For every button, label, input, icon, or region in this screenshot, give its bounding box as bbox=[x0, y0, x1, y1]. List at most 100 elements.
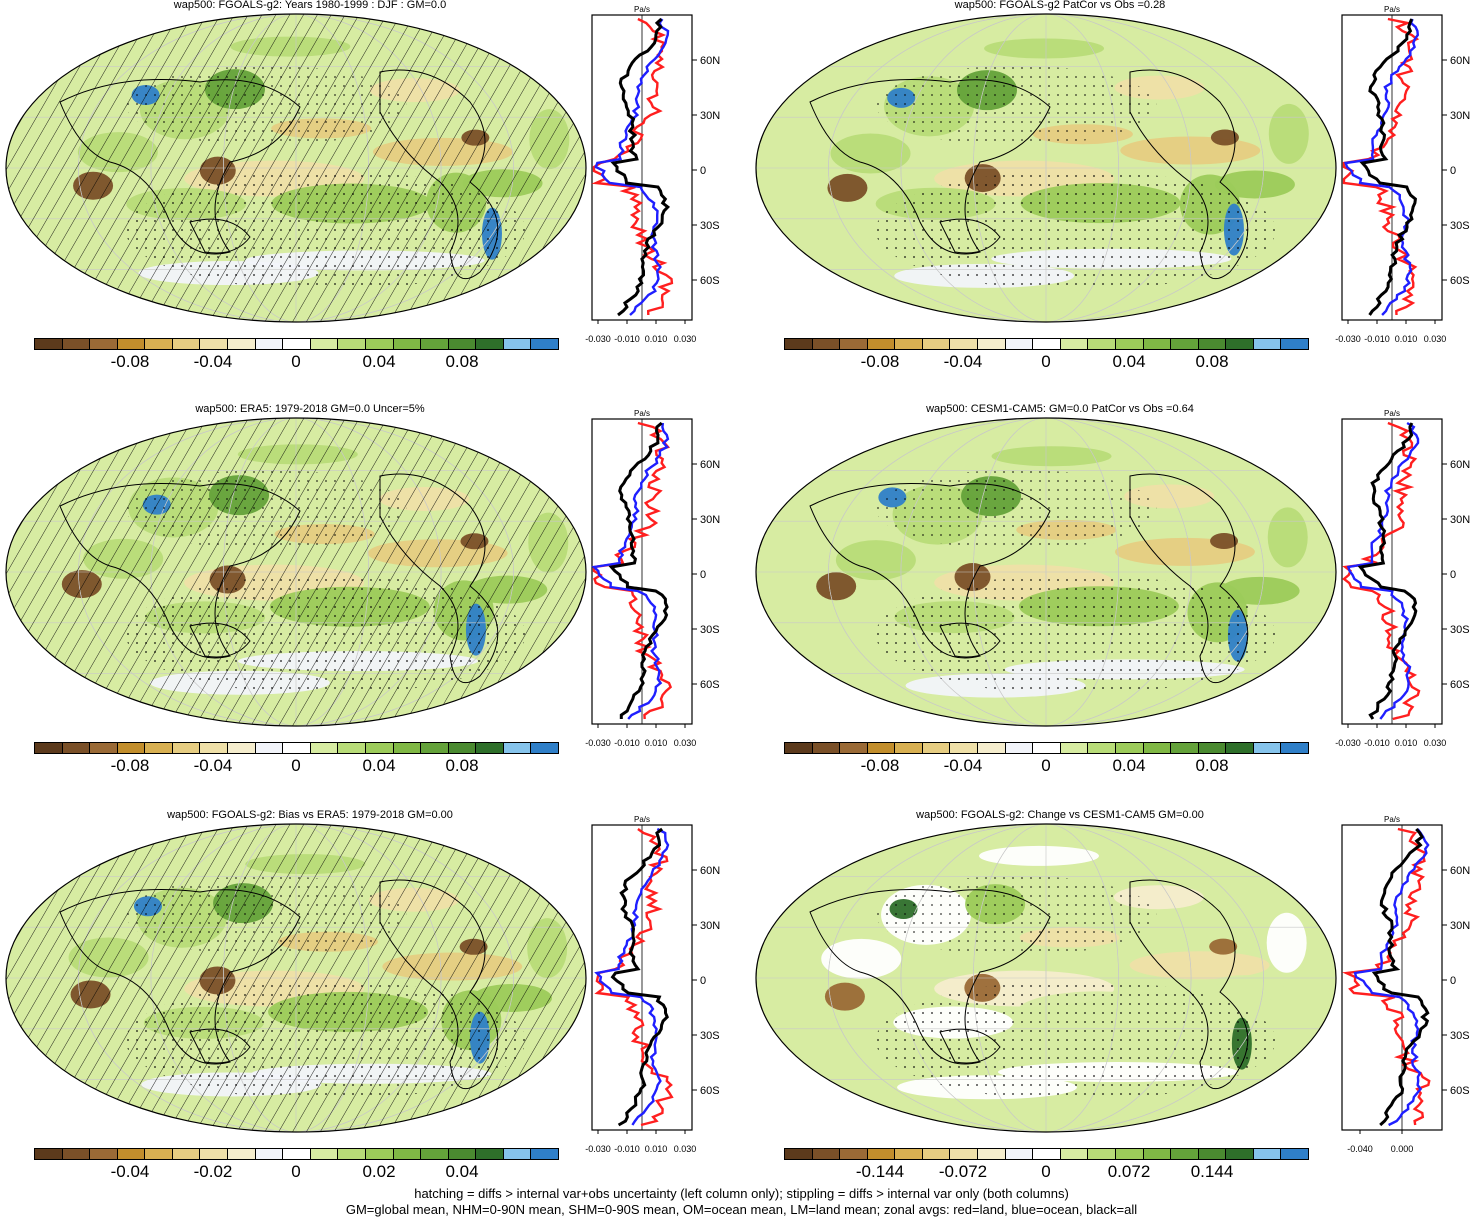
colorbar-swatch bbox=[228, 743, 256, 753]
field-region bbox=[1210, 533, 1239, 550]
latitude-tick-label: 60S bbox=[1450, 679, 1470, 691]
coastline bbox=[939, 622, 1001, 658]
colorbar-swatch bbox=[895, 339, 923, 349]
ocean-zonal-line bbox=[594, 827, 670, 1126]
colorbar bbox=[784, 1148, 1309, 1160]
significance-stippling bbox=[875, 170, 1276, 291]
panel-title: wap500: FGOALS-g2: Bias vs ERA5: 1979-20… bbox=[167, 809, 453, 821]
colorbar-label: 0.04 bbox=[1112, 756, 1146, 775]
colorbar-swatch bbox=[228, 1149, 256, 1159]
colorbar-swatch bbox=[365, 1149, 394, 1159]
colorbar-swatch bbox=[310, 339, 339, 349]
ocean-zonal-line bbox=[591, 422, 670, 720]
panel-title: wap500: CESM1-CAM5: GM=0.0 PatCor vs Obs… bbox=[926, 403, 1194, 415]
colorbar-swatch bbox=[172, 339, 201, 349]
colorbar-swatch bbox=[172, 743, 201, 753]
colorbar-swatch bbox=[62, 339, 91, 349]
colorbar-swatch bbox=[978, 339, 1006, 349]
latitude-tick-label: 30S bbox=[1450, 624, 1470, 636]
world-map bbox=[5, 13, 587, 323]
colorbar-swatch bbox=[1143, 743, 1172, 753]
colorbar-swatch bbox=[393, 1149, 422, 1159]
graticule-line bbox=[900, 418, 1192, 726]
coastline bbox=[189, 218, 251, 254]
colorbar-swatch bbox=[503, 339, 532, 349]
colorbar-label: 0 bbox=[1041, 1162, 1051, 1181]
significance-stippling bbox=[125, 574, 526, 695]
colorbar-label: 0.08 bbox=[445, 352, 479, 371]
units-label: Pa/s bbox=[634, 409, 650, 418]
all-zonal-line bbox=[608, 421, 669, 719]
colorbar-swatch bbox=[1253, 339, 1282, 349]
colorbar bbox=[34, 338, 559, 350]
units-label: Pa/s bbox=[634, 815, 650, 824]
colorbar-swatch bbox=[1143, 339, 1172, 349]
latitude-tick-label: 30S bbox=[1450, 1030, 1470, 1042]
zonal-average-plot: Pa/s 60N 30N 0 30S 60S -0.040 0.000 bbox=[1341, 815, 1470, 1154]
colorbar-swatch bbox=[476, 1149, 504, 1159]
latitude-tick-label: 60N bbox=[700, 55, 720, 67]
zonal-average-plot: Pa/s 60N 30N 0 30S 60S -0.030 -0.010 0.010 0.030 bbox=[585, 5, 720, 344]
latitude-tick-label: 30N bbox=[700, 110, 720, 122]
colorbar-swatch bbox=[1253, 1149, 1282, 1159]
colorbar-swatch bbox=[531, 1149, 558, 1159]
latitude-tick-label: 60N bbox=[700, 865, 720, 877]
colorbar-swatch bbox=[448, 1149, 477, 1159]
map-frame bbox=[5, 13, 587, 323]
colorbar-label: -0.02 bbox=[193, 1162, 233, 1181]
latitude-tick-label: 30S bbox=[700, 220, 720, 232]
coastline bbox=[1129, 879, 1249, 1090]
units-label: Pa/s bbox=[1384, 409, 1400, 418]
latitude-tick-label: 60S bbox=[700, 1085, 720, 1097]
colorbar-swatch bbox=[1005, 743, 1034, 753]
colorbar-swatch bbox=[1088, 743, 1116, 753]
latitude-tick-label: 0 bbox=[1450, 569, 1456, 581]
colorbar-swatch bbox=[1060, 1149, 1089, 1159]
all-zonal-line bbox=[1359, 18, 1417, 316]
colorbar-label: 0.02 bbox=[362, 1162, 396, 1181]
ocean-zonal-line bbox=[1353, 828, 1430, 1127]
significance-stippling bbox=[126, 469, 407, 550]
colorbar-label: -0.04 bbox=[193, 352, 233, 371]
latitude-tick-label: 60N bbox=[1450, 865, 1470, 877]
colorbar-swatch bbox=[1005, 1149, 1034, 1159]
colorbar-swatch bbox=[867, 1149, 896, 1159]
colorbar-swatch bbox=[1060, 743, 1089, 753]
latitude-tick-label: 60N bbox=[700, 459, 720, 471]
graticule-line bbox=[973, 14, 1119, 322]
colorbar-swatch bbox=[117, 1149, 146, 1159]
graticule-line bbox=[828, 14, 1264, 322]
latitude-tick-label: 0 bbox=[700, 975, 706, 987]
latitude-tick-label: 30N bbox=[700, 920, 720, 932]
all-zonal-line bbox=[1371, 828, 1430, 1127]
ocean-zonal-line bbox=[594, 18, 670, 316]
zonal-average-plot: Pa/s 60N 30N 0 30S 60S -0.030 -0.010 0.010 0.030 bbox=[585, 409, 720, 748]
colorbar-swatch bbox=[476, 743, 504, 753]
panel-title: wap500: FGOALS-g2 PatCor vs Obs =0.28 bbox=[954, 0, 1166, 11]
colorbar bbox=[784, 338, 1309, 350]
colorbar-swatch bbox=[1253, 743, 1282, 753]
colorbar-swatch bbox=[1198, 339, 1227, 349]
units-label: Pa/s bbox=[1384, 815, 1400, 824]
coastline bbox=[809, 889, 1051, 1065]
colorbar-swatch bbox=[1033, 743, 1061, 753]
value-tick-label: 0.030 bbox=[674, 738, 697, 748]
colorbar-swatch bbox=[1198, 1149, 1227, 1159]
footer-note-legend: GM=global mean, NHM=0-90N mean, SHM=0-90… bbox=[345, 1202, 1138, 1217]
colorbar-swatch bbox=[421, 1149, 449, 1159]
coastline bbox=[59, 79, 301, 255]
colorbar-label: 0.04 bbox=[362, 756, 396, 775]
colorbar-swatch bbox=[35, 743, 63, 753]
colorbar-swatch bbox=[895, 743, 923, 753]
colorbar-swatch bbox=[365, 339, 394, 349]
colorbar-swatch bbox=[310, 743, 339, 753]
value-tick-label: 0.030 bbox=[674, 334, 697, 344]
significance-stippling bbox=[876, 65, 1157, 146]
colorbar-swatch bbox=[1226, 1149, 1254, 1159]
graticule-line bbox=[973, 824, 1119, 1132]
colorbar-swatch bbox=[200, 339, 229, 349]
field-region bbox=[830, 133, 911, 174]
colorbar-label: -0.08 bbox=[860, 352, 900, 371]
colorbar-swatch bbox=[255, 743, 284, 753]
colorbar-swatch bbox=[785, 743, 813, 753]
